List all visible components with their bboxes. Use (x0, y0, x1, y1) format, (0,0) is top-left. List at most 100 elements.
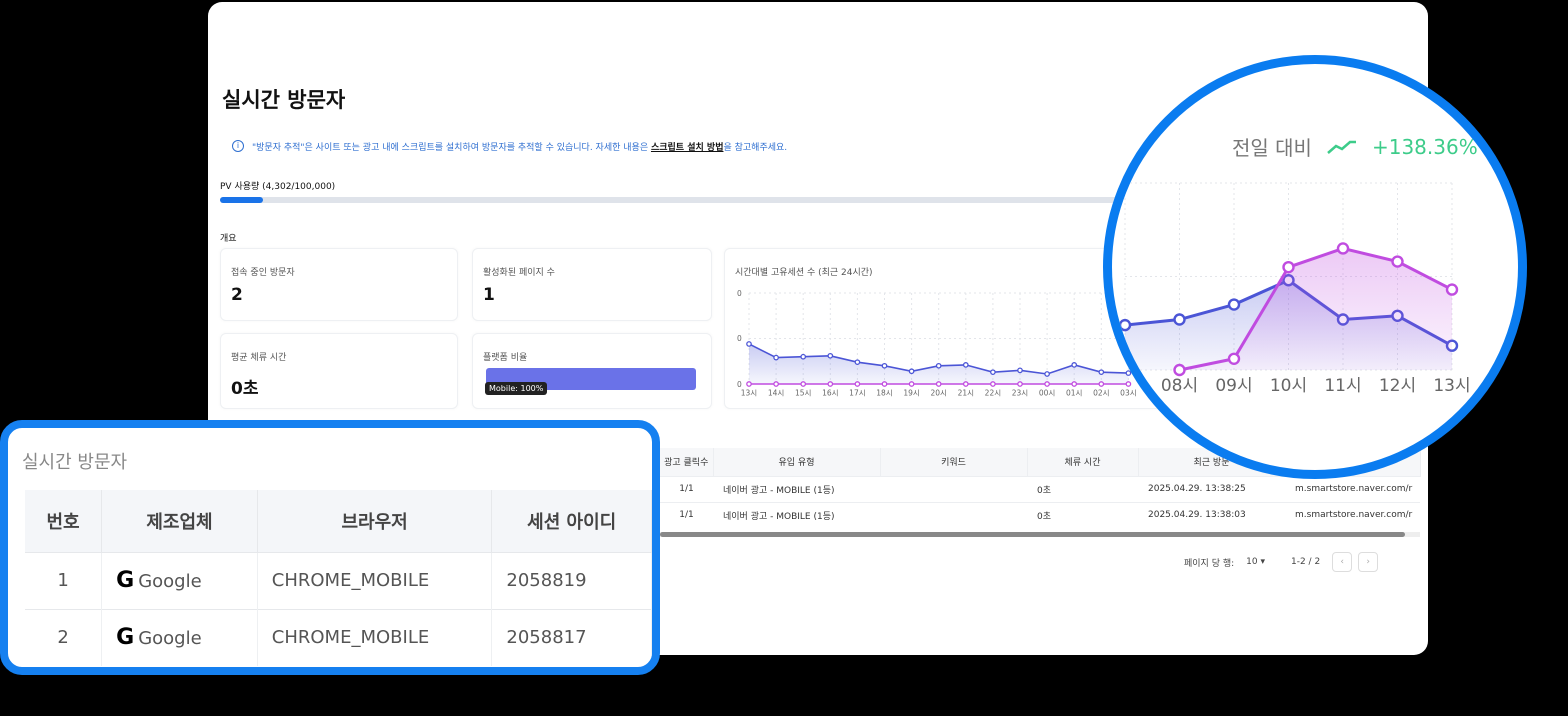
browser-cell: CHROME_MOBILE (257, 551, 493, 609)
page-range: 1-2 / 2 (1291, 557, 1321, 567)
data-point (800, 353, 807, 360)
col-header[interactable]: 체류 시간 (1027, 448, 1139, 476)
data-point (1071, 381, 1078, 387)
x-tick-label: 03시 (1120, 389, 1136, 398)
card-value: 2 (231, 285, 243, 305)
col-header[interactable]: 유입 유형 (713, 448, 881, 476)
comparison-label: 전일 대비 (1232, 136, 1312, 160)
data-point (1017, 381, 1023, 387)
prev-page-button[interactable]: ‹ (1332, 552, 1353, 572)
series-line (1179, 246, 1453, 372)
table-cell: 네이버 광고 - MOBILE (1등) (713, 475, 880, 502)
data-point (962, 381, 969, 387)
x-tick-label: 16시 (822, 389, 838, 398)
col-header: 브라우저 (257, 490, 493, 552)
table-row[interactable]: 1/1 네이버 광고 - MOBILE (1등) 0초 2025.04.29. 13:… (660, 475, 1420, 502)
x-tick-label: 08시 (1161, 376, 1198, 396)
col-header[interactable]: 키워드 (880, 448, 1028, 476)
data-point (1098, 381, 1105, 387)
x-tick-label: 19시 (903, 389, 919, 398)
manufacturer-cell: G Google (101, 608, 258, 666)
data-point (773, 354, 779, 361)
row-number: 2 (25, 608, 103, 666)
chart-title: 시간대별 고유세션 수 (최근 24시간) (735, 268, 873, 278)
data-point (1282, 260, 1295, 274)
data-point (908, 368, 915, 375)
table-row[interactable]: 2 G Google CHROME_MOBILE 2058817 (25, 608, 652, 666)
info-banner: i "방문자 추적"은 사이트 또는 광고 내에 스크립트를 설치하여 방문자를… (232, 140, 787, 153)
x-tick-label: 15시 (795, 389, 811, 398)
script-install-link[interactable]: 스크립트 설치 방법 (650, 143, 724, 153)
table-cell: m.smartstore.naver.com/r (1285, 475, 1420, 502)
table-cell: 1/1 (660, 475, 713, 502)
rows-per-page-label: 페이지 당 행: (1184, 558, 1235, 569)
pagination: 페이지 당 행: 10 ▾ 1-2 / 2 ‹ › (1184, 552, 1379, 572)
x-tick-label: 10시 (1270, 376, 1307, 396)
card-label: 활성화된 페이지 수 (483, 268, 555, 278)
data-point (854, 381, 861, 387)
data-point (990, 381, 996, 387)
manufacturer-cell: G Google (101, 551, 258, 609)
sessions-chart: 13시 14시 15시 16시 17시 18시 19시 20시 21시 22시 23시 00시 01시 0… (737, 289, 1137, 398)
row-number: 1 (25, 551, 103, 609)
y-tick-label: 0 (737, 334, 742, 343)
chart-magnifier: 전일 대비 +138.36% 08시 09시 10시 11시 12시 13시 (1103, 55, 1527, 479)
data-point (1173, 313, 1186, 326)
x-tick-label: 00시 (1039, 389, 1055, 398)
platform-ratio-card: 플랫폼 비율 Mobile: 100% (472, 333, 712, 409)
table-cell (880, 475, 1027, 502)
col-header: 제조업체 (101, 490, 258, 552)
page-title: 실시간 방문자 (222, 88, 346, 112)
x-tick-label: 12시 (1379, 376, 1416, 396)
pv-usage-bar (220, 197, 1220, 203)
x-tick-label: 13시 (741, 389, 757, 398)
y-tick-label: 0 (737, 289, 742, 298)
data-point (1391, 255, 1404, 268)
section-label: 개요 (220, 234, 237, 244)
platform-tooltip: Mobile: 100% (485, 382, 548, 395)
data-point (908, 381, 915, 387)
x-tick-label: 22시 (985, 389, 1001, 398)
x-tick-label: 21시 (958, 389, 974, 398)
col-header[interactable]: 광고 클릭수 (660, 448, 714, 476)
data-point (1445, 283, 1459, 296)
x-tick-label: 02시 (1093, 389, 1109, 398)
browser-cell: CHROME_MOBILE (257, 608, 493, 666)
data-point (1227, 352, 1241, 365)
table-row[interactable]: 1 G Google CHROME_MOBILE 2058819 (25, 551, 652, 609)
table-cell: 2025.04.29. 13:38:25 (1138, 475, 1285, 502)
data-point (1118, 318, 1132, 332)
change-percent: +138.36% (1371, 134, 1478, 159)
table-cell: 0초 (1027, 475, 1138, 502)
google-logo-icon: G (116, 625, 135, 651)
visitors-table: 광고 클릭수 유입 유형 키워드 체류 시간 최근 방문 1/1 네이버 광고 - MOB… (660, 448, 1421, 528)
trend-up-icon (1327, 140, 1356, 154)
rows-per-page-select[interactable]: 10 ▾ (1246, 557, 1265, 567)
data-point (962, 362, 969, 368)
data-point (1227, 298, 1241, 311)
data-point (1044, 381, 1050, 387)
y-tick-label: 0 (737, 380, 742, 389)
manufacturer: Google (138, 571, 202, 592)
horizontal-scrollbar[interactable] (660, 532, 1420, 537)
x-tick-label: 13시 (1433, 376, 1470, 396)
data-point (1071, 362, 1078, 368)
data-point (746, 341, 752, 347)
table-row[interactable]: 1/1 네이버 광고 - MOBILE (1등) 0초 2025.04.29. 13:… (660, 501, 1420, 528)
x-tick-label: 20시 (930, 389, 946, 398)
table-cell: m.smartstore.naver.com/r (1285, 501, 1420, 528)
col-header: 번호 (25, 490, 103, 552)
data-point (1044, 371, 1050, 377)
data-point (935, 381, 942, 387)
x-tick-label: 14시 (768, 389, 784, 398)
next-page-button[interactable]: › (1358, 552, 1379, 572)
day-over-day: 전일 대비 +138.36% (1232, 132, 1478, 161)
x-tick-label: 17시 (849, 389, 865, 398)
zoomed-chart: 08시 09시 10시 11시 12시 13시 (1118, 182, 1471, 396)
table-cell: 네이버 광고 - MOBILE (1등) (713, 501, 880, 528)
google-logo-icon: G (116, 568, 135, 593)
info-icon: i (232, 140, 244, 152)
session-id-cell: 2058819 (491, 551, 652, 609)
table-cell: 2025.04.29. 13:38:03 (1138, 501, 1285, 528)
data-point (1125, 381, 1132, 387)
